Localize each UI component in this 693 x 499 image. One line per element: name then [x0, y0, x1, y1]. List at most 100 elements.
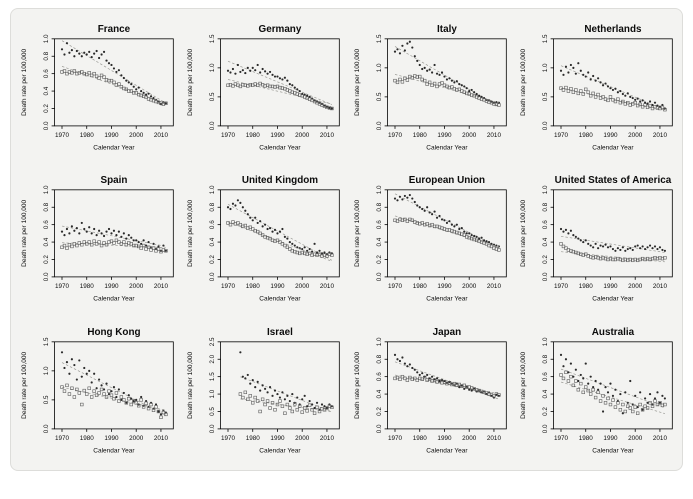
data-point-open-square	[238, 392, 243, 396]
subplot-germany: Germany 0.0 0.5 1.0 1.5 1970 1980 1990 2000 2010 D…	[187, 23, 340, 151]
data-point-open-square	[415, 75, 419, 79]
data-point-filled-dot	[298, 403, 302, 406]
data-point-open-square	[405, 219, 409, 224]
data-point-open-square	[151, 408, 156, 412]
data-point-filled-dot	[281, 391, 284, 394]
data-point-open-square	[496, 102, 501, 107]
data-point-open-square	[77, 241, 81, 245]
data-point-open-square	[638, 102, 642, 106]
data-point-open-square	[90, 243, 94, 247]
data-point-open-square	[320, 254, 324, 258]
data-point-open-square	[325, 105, 329, 109]
subplot-title: Australia	[592, 327, 635, 338]
data-point-filled-dot	[460, 227, 463, 230]
data-point-open-square	[151, 98, 156, 102]
data-point-filled-dot	[284, 235, 287, 239]
data-point-filled-dot	[623, 249, 627, 253]
data-point-filled-dot	[244, 377, 247, 380]
data-point-open-square	[427, 377, 431, 381]
data-point-filled-dot	[293, 86, 297, 89]
plot-box	[220, 341, 340, 430]
y-tick-label: 0.4	[43, 86, 50, 95]
data-point-filled-dot	[276, 75, 279, 78]
x-axis-label: Calendar Year	[260, 296, 302, 303]
data-point-filled-dot	[157, 245, 160, 248]
data-point-filled-dot	[60, 230, 64, 233]
x-axis-label: Calendar Year	[592, 296, 634, 303]
data-point-open-square	[611, 97, 615, 102]
y-tick-label: 0.6	[542, 372, 549, 381]
data-point-filled-dot	[117, 388, 120, 391]
x-tick-label: 2000	[462, 283, 477, 290]
x-tick-label: 2000	[628, 131, 643, 138]
data-point-filled-dot	[274, 389, 277, 392]
data-point-open-square	[593, 255, 598, 259]
data-point-open-square	[415, 378, 419, 382]
data-point-filled-dot	[400, 356, 404, 359]
subplot-cell-japan: Japan 0.0 0.2 0.4 0.6 0.8 1.0 1970 1980 1990 2000 2…	[348, 318, 512, 468]
data-point-filled-dot	[98, 229, 101, 233]
data-point-open-square	[85, 72, 89, 76]
data-point-open-square	[238, 84, 243, 88]
data-point-open-square	[127, 396, 131, 401]
data-point-filled-dot	[614, 249, 617, 253]
data-point-open-square	[139, 246, 143, 251]
data-point-open-square	[578, 88, 583, 93]
data-point-open-square	[226, 221, 230, 225]
data-point-filled-dot	[452, 225, 455, 228]
data-point-filled-dot	[472, 90, 475, 93]
data-point-open-square	[154, 405, 158, 409]
data-point-filled-dot	[95, 234, 98, 237]
data-point-open-square	[99, 244, 104, 248]
data-point-filled-dot	[579, 69, 582, 72]
data-point-open-square	[266, 399, 270, 403]
data-point-open-square	[417, 74, 421, 78]
data-point-open-square	[476, 388, 481, 393]
data-point-filled-dot	[308, 399, 311, 403]
data-point-filled-dot	[628, 379, 632, 382]
data-point-open-square	[65, 246, 69, 251]
data-point-filled-dot	[611, 394, 614, 397]
data-point-open-square	[263, 235, 268, 239]
data-point-filled-dot	[633, 98, 637, 101]
data-point-filled-dot	[259, 70, 262, 74]
data-point-filled-dot	[408, 194, 411, 197]
subplot-cell-united-states-of-america: United States of America 0.0 0.2 0.4 0.6 0.8 1…	[514, 167, 678, 317]
data-point-open-square	[576, 387, 580, 392]
data-point-filled-dot	[254, 216, 257, 219]
x-tick-label: 2000	[295, 283, 310, 290]
data-point-open-square	[70, 386, 74, 390]
data-point-open-square	[112, 396, 116, 401]
data-point-filled-dot	[567, 371, 570, 374]
data-point-filled-dot	[589, 244, 592, 247]
data-point-open-square	[246, 397, 250, 401]
data-point-open-square	[248, 394, 253, 398]
data-point-filled-dot	[73, 363, 76, 367]
data-point-filled-dot	[122, 76, 125, 79]
data-point-filled-dot	[132, 85, 135, 88]
data-point-filled-dot	[445, 222, 448, 225]
data-point-open-square	[117, 240, 121, 244]
data-point-filled-dot	[656, 391, 659, 394]
y-tick-label: 0.5	[542, 92, 549, 101]
data-point-open-square	[471, 387, 476, 391]
x-tick-label: 2000	[129, 131, 144, 138]
data-point-filled-dot	[85, 372, 88, 375]
data-point-open-square	[559, 86, 563, 90]
data-point-filled-dot	[251, 66, 255, 69]
data-point-filled-dot	[274, 75, 277, 78]
data-point-filled-dot	[661, 394, 664, 397]
data-point-open-square	[633, 100, 637, 104]
data-point-open-square	[457, 231, 461, 236]
data-point-open-square	[653, 399, 657, 403]
data-point-open-square	[491, 394, 496, 398]
y-tick-label: 1.5	[209, 34, 216, 43]
data-point-open-square	[427, 80, 431, 84]
x-tick-label: 2010	[486, 435, 501, 442]
data-point-filled-dot	[465, 86, 468, 89]
data-point-open-square	[402, 376, 407, 380]
data-point-filled-dot	[68, 51, 71, 54]
data-point-open-square	[486, 392, 491, 396]
data-point-open-square	[410, 377, 414, 381]
data-point-open-square	[305, 408, 310, 413]
